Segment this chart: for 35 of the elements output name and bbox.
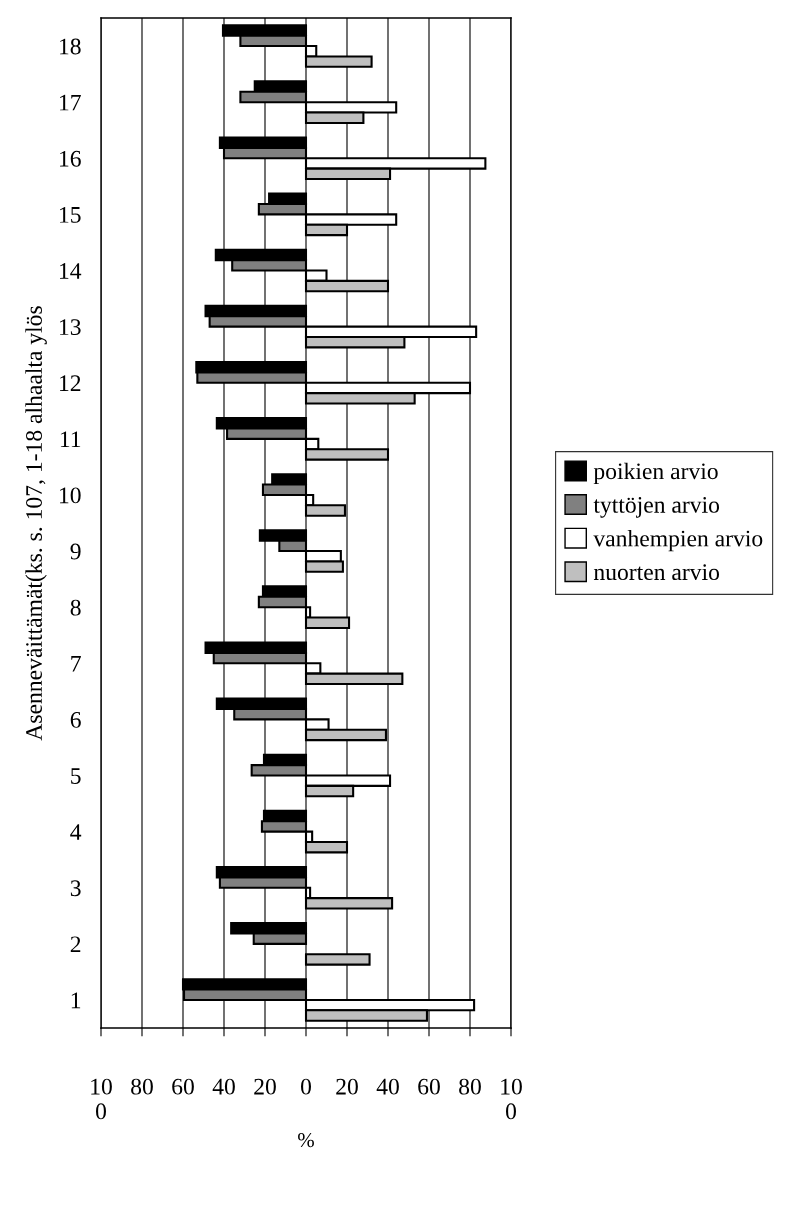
x-tick-label: 80 (459, 1078, 481, 1095)
x-tick-label: 40 (212, 1078, 235, 1095)
x-tick-label: 10 0 (501, 1078, 522, 1120)
x-tick-label: 60 (172, 1078, 194, 1095)
x-tick-label: 60 (418, 1078, 440, 1095)
y-tick-label: 7 (71, 656, 81, 672)
legend-label: poikien arvio (593, 462, 718, 485)
y-tick-label: 11 (60, 431, 81, 448)
x-tick-label: 20 (336, 1078, 358, 1095)
legend-label: tyttöjen arvio (593, 496, 720, 518)
y-tick-label: 4 (70, 824, 82, 840)
y-tick-label: 5 (71, 768, 81, 784)
y-tick-label: 10 (60, 487, 81, 504)
x-tick-label: 0 (301, 1078, 311, 1095)
y-tick-label: 9 (70, 543, 81, 560)
legend-label: vanhempien arvio (593, 529, 763, 552)
y-tick-label: 2 (70, 936, 81, 953)
x-axis-title: % (298, 1133, 314, 1148)
y-tick-label: 18 (60, 38, 81, 55)
x-tick-label: 80 (131, 1078, 153, 1095)
y-tick-label: 15 (60, 206, 81, 223)
y-tick-label: 6 (70, 711, 81, 728)
y-tick-label: 3 (70, 880, 81, 897)
x-tick-label: 20 (254, 1078, 276, 1095)
y-tick-label: 14 (60, 263, 82, 279)
legend-label: nuorten arvio (593, 564, 720, 581)
x-tick-label: 40 (376, 1078, 399, 1095)
y-tick-label: 13 (60, 319, 81, 336)
y-tick-label: 1 (71, 992, 81, 1009)
x-tick-label: 10 0 (91, 1078, 112, 1120)
y-tick-label: 17 (60, 94, 81, 111)
y-axis-title: Asenneväittämät(ks. s. 107, 1-18 alhaalta ylös (25, 306, 47, 741)
y-tick-label: 16 (60, 150, 81, 167)
y-tick-label: 8 (70, 599, 81, 616)
y-tick-label: 12 (60, 375, 81, 391)
